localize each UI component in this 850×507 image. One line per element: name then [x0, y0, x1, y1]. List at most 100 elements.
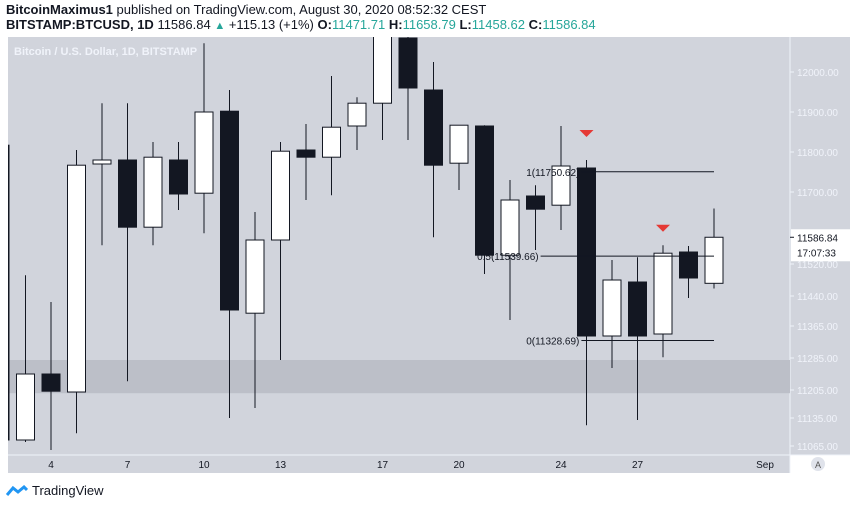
- candle: [271, 142, 290, 360]
- date-tick-label: 20: [453, 460, 465, 471]
- change: +115.13 (+1%): [228, 17, 314, 32]
- candle: [16, 275, 35, 442]
- candle-body: [16, 373, 35, 441]
- low-value: 11458.62: [471, 17, 526, 32]
- price-tick-label: 11365.00: [797, 322, 838, 333]
- price-tick-label: 11065.00: [797, 442, 838, 453]
- brand-name: TradingView: [32, 483, 104, 498]
- candle-body: [577, 167, 596, 337]
- candle-body: [347, 102, 367, 127]
- candle-body: [500, 199, 520, 256]
- price-tick-label: 11520.00: [797, 260, 838, 271]
- candle-body: [602, 279, 622, 337]
- chart-title: Bitcoin / U.S. Dollar, 1D, BITSTAMP: [14, 46, 197, 58]
- close-value: 11586.84: [542, 17, 596, 32]
- high-value: 11658.79: [402, 17, 456, 32]
- fib-level-label: 0.5(11539.66): [477, 252, 539, 263]
- time-axis-background: [8, 455, 790, 473]
- date-tick-label: 10: [198, 460, 210, 471]
- candle-body: [143, 156, 163, 228]
- candle: [347, 97, 367, 150]
- auto-scale-button: [811, 457, 825, 471]
- high-label: H:: [388, 17, 403, 32]
- date-tick-label: 7: [125, 460, 131, 471]
- candle: [143, 142, 163, 246]
- candle-body: [41, 373, 61, 392]
- auto-scale-label: A: [815, 460, 821, 470]
- price-tick-label: 11285.00: [797, 354, 838, 365]
- date-tick-label: 24: [555, 460, 567, 471]
- candle: [577, 160, 596, 426]
- candle: [526, 185, 545, 250]
- support-zone: [8, 360, 790, 394]
- up-arrow-icon: ▲: [214, 20, 226, 32]
- candle-body: [679, 251, 698, 279]
- open-label: O:: [317, 17, 332, 32]
- candle: [500, 180, 520, 320]
- price-tick-label: 11800.00: [797, 148, 838, 159]
- date-tick-label: 27: [632, 460, 644, 471]
- candle: [602, 260, 622, 368]
- price-tick-label: 11900.00: [797, 108, 838, 119]
- candle: [551, 126, 571, 230]
- candle: [628, 257, 647, 420]
- date-tick-label: Sep: [756, 460, 774, 471]
- candle-body: [194, 111, 214, 194]
- countdown-label: 17:07:33: [797, 248, 836, 259]
- candle-body: [245, 239, 265, 314]
- candle: [296, 124, 316, 200]
- candle: [322, 76, 341, 196]
- author: BitcoinMaximus1: [6, 2, 113, 17]
- price-tick-label: 11440.00: [797, 292, 838, 303]
- candle-body: [8, 144, 10, 441]
- date-tick-label: 17: [377, 460, 389, 471]
- tradingview-logo[interactable]: TradingView: [6, 483, 104, 498]
- plot-area: 1(11750.62) 0.5(11539.66) 0(11328.69): [8, 37, 790, 450]
- candle: [8, 144, 10, 441]
- last-price-label: 11586.84: [797, 233, 838, 244]
- last-price-badge: [791, 229, 850, 262]
- candle-body: [398, 37, 418, 89]
- candle: [704, 208, 724, 289]
- fib-level-label: 1(11750.62): [526, 168, 579, 179]
- date-tick-label: 4: [48, 460, 54, 471]
- candle: [373, 37, 392, 140]
- publish-info: BitcoinMaximus1 published on TradingView…: [6, 2, 486, 17]
- candle-body: [322, 126, 341, 158]
- candle-body: [169, 159, 188, 195]
- tradingview-logo-icon: [6, 484, 28, 496]
- candle-body: [67, 164, 86, 393]
- candle-body: [118, 159, 137, 228]
- candle: [245, 212, 265, 408]
- low-label: L:: [459, 17, 472, 32]
- candle-body: [449, 124, 469, 164]
- candle: [194, 43, 214, 234]
- publish-text: published on TradingView.com, August 30,…: [116, 2, 487, 17]
- candle: [424, 62, 443, 238]
- price-tick-label: 11700.00: [797, 188, 838, 199]
- candle-body: [653, 252, 673, 335]
- fib-level-label: 0(11328.69): [526, 337, 579, 348]
- candle-body: [551, 165, 571, 206]
- symbol: BITSTAMP:BTCUSD, 1D: [6, 17, 154, 32]
- price-tick-label: 11135.00: [797, 414, 838, 425]
- candle-body: [220, 110, 239, 311]
- candle-body: [271, 150, 290, 241]
- candle-body: [424, 89, 443, 166]
- symbol-info: BITSTAMP:BTCUSD, 1D 11586.84 ▲ +115.13 (…: [6, 17, 596, 32]
- candle: [398, 37, 418, 140]
- candle-body: [475, 125, 494, 256]
- candle-body: [526, 195, 545, 210]
- candle: [169, 142, 188, 210]
- candle: [475, 125, 494, 274]
- candle: [118, 103, 137, 382]
- candle-body: [704, 236, 724, 284]
- candle: [92, 103, 112, 246]
- candle-body: [296, 149, 316, 158]
- candle: [220, 90, 239, 418]
- candle-body: [628, 281, 647, 337]
- candle: [449, 124, 469, 190]
- price-tick-label: 11205.00: [797, 386, 838, 397]
- candle-body: [92, 159, 112, 165]
- price-chart[interactable]: 1(11750.62) 0.5(11539.66) 0(11328.69) Bitco…: [0, 37, 850, 477]
